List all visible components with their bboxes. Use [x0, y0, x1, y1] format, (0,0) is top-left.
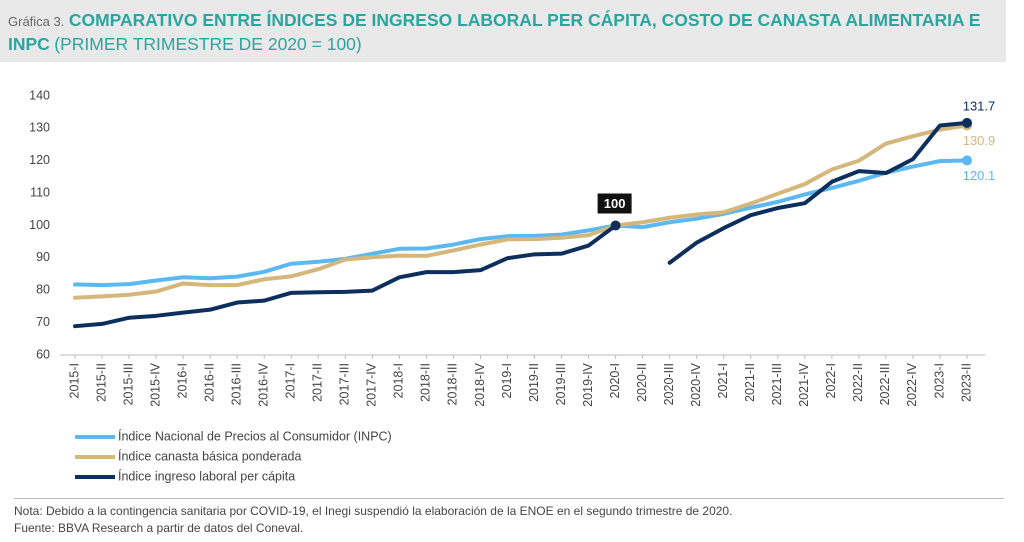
data-label: 131.7	[963, 98, 996, 113]
x-tick-label: 2017-I	[284, 363, 298, 398]
y-tick-label: 90	[36, 250, 50, 264]
x-tick-label: 2016-IV	[257, 362, 271, 406]
x-tick-label: 2023-I	[932, 363, 946, 398]
x-tick-label: 2019-I	[500, 363, 514, 398]
y-tick-label: 100	[29, 218, 50, 232]
x-tick-label: 2017-II	[311, 363, 325, 402]
x-tick-label: 2021-III	[770, 363, 784, 405]
series-line	[667, 120, 969, 265]
y-tick-label: 60	[36, 347, 50, 361]
end-point	[962, 155, 972, 166]
x-tick-label: 2019-IV	[581, 362, 595, 406]
chart-title: COMPARATIVO ENTRE ÍNDICES DE INGRESO LAB…	[8, 10, 981, 54]
x-tick-label: 2021-IV	[797, 362, 811, 406]
x-tick-label: 2021-II	[743, 363, 757, 402]
header: Gráfica 3. COMPARATIVO ENTRE ÍNDICES DE …	[0, 0, 1006, 62]
note: Nota: Debido a la contingencia sanitaria…	[14, 504, 733, 518]
x-tick-label: 2015-III	[121, 363, 135, 405]
legend-label: Índice canasta básica ponderada	[118, 448, 302, 463]
chart-label: Gráfica 3.	[8, 14, 65, 29]
x-tick-label: 2015-I	[67, 363, 81, 398]
legend-label: Índice Nacional de Precios al Consumidor…	[118, 428, 392, 443]
x-tick-label: 2019-II	[527, 363, 541, 402]
y-tick-label: 140	[29, 88, 50, 102]
x-tick-label: 2019-III	[554, 363, 568, 405]
x-tick-label: 2016-II	[202, 363, 216, 402]
series-line	[73, 223, 618, 329]
x-tick-label: 2016-III	[229, 363, 243, 405]
data-label: 100	[604, 196, 626, 211]
chart: 60 70 80 90 100 110 120 130 140 2015-I 2015-II 2015…	[29, 88, 996, 483]
x-tick-label: 2018-II	[419, 363, 433, 402]
x-tick-label: 2017-III	[338, 363, 352, 405]
x-tick-label: 2022-IV	[905, 362, 919, 406]
x-tick-label: 2018-I	[392, 363, 406, 398]
x-tick-label: 2023-II	[959, 363, 973, 402]
x-tick-label: 2015-II	[94, 363, 108, 402]
x-tick-label: 2017-IV	[365, 362, 379, 406]
x-tick-label: 2022-I	[824, 363, 838, 398]
x-tick-label: 2016-I	[175, 363, 189, 398]
data-label: 120.1	[963, 168, 996, 183]
x-tick-label: 2020-III	[662, 363, 676, 405]
y-tick-label: 80	[36, 283, 50, 297]
x-tick-label: 2022-III	[878, 363, 892, 405]
base-point	[610, 220, 621, 231]
x-tick-label: 2021-I	[716, 363, 730, 398]
x-tick-label: 2020-I	[608, 363, 622, 398]
x-tick-label: 2018-III	[446, 363, 460, 405]
y-tick-label: 120	[29, 153, 50, 167]
source: Fuente: BBVA Research a partir de datos …	[14, 521, 304, 535]
y-tick-label: 70	[36, 315, 50, 329]
end-point	[962, 117, 972, 128]
data-label: 130.9	[963, 133, 996, 148]
chart-subtitle: (PRIMER TRIMESTRE DE 2020 = 100)	[54, 34, 362, 54]
footer: Nota: Debido a la contingencia sanitaria…	[14, 498, 1004, 537]
y-tick-label: 110	[30, 185, 50, 199]
x-tick-label: 2018-IV	[473, 362, 487, 406]
legend-label: Índice ingreso laboral per cápita	[118, 468, 295, 483]
series-line	[73, 123, 969, 300]
x-tick-label: 2015-IV	[148, 362, 162, 406]
label-box	[597, 193, 632, 214]
x-tick-label: 2020-IV	[689, 362, 703, 406]
y-tick-label: 130	[29, 121, 50, 135]
x-tick-label: 2022-II	[851, 363, 865, 402]
x-tick-label: 2020-II	[635, 363, 649, 402]
